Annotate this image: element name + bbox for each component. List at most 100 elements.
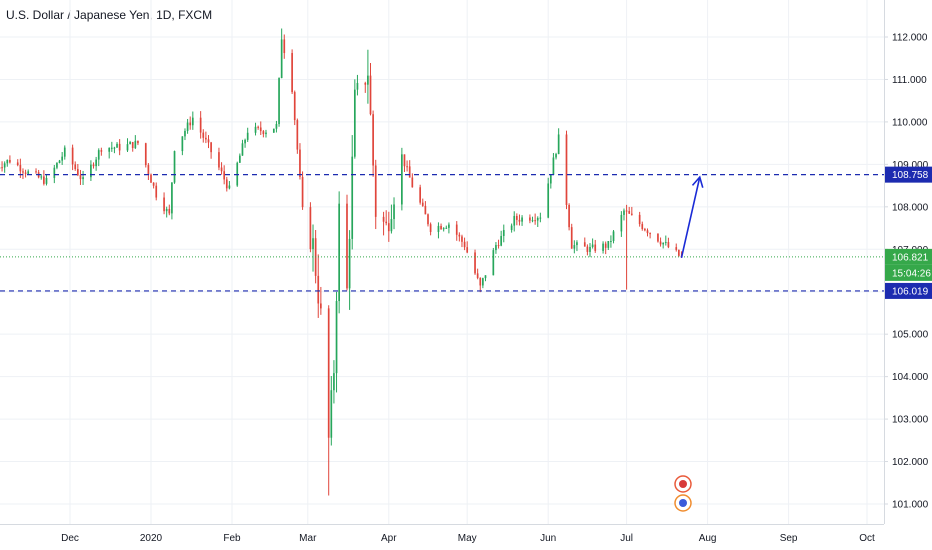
candle bbox=[63, 145, 66, 160]
candle-body bbox=[662, 242, 665, 245]
candle bbox=[476, 268, 479, 280]
candle bbox=[367, 49, 369, 104]
candle bbox=[620, 211, 623, 237]
y-tick-label: 111.000 bbox=[892, 75, 927, 86]
candle-body bbox=[515, 215, 518, 220]
candle bbox=[100, 147, 103, 156]
candle-body bbox=[356, 82, 359, 90]
candle-body bbox=[583, 242, 586, 247]
candle bbox=[518, 214, 521, 226]
candle bbox=[199, 111, 202, 139]
candle-body bbox=[35, 171, 37, 173]
candle bbox=[312, 224, 314, 272]
candle-body bbox=[228, 185, 231, 189]
candle-body bbox=[649, 233, 651, 235]
candle-body bbox=[92, 164, 95, 167]
countdown-tag bbox=[885, 264, 932, 281]
y-tick-label: 101.000 bbox=[892, 500, 929, 511]
candle-body bbox=[43, 176, 45, 184]
candle bbox=[482, 277, 484, 289]
candle-body bbox=[463, 241, 466, 248]
candle-body bbox=[570, 227, 573, 249]
candle bbox=[662, 242, 665, 249]
candle bbox=[429, 222, 432, 236]
candle-body bbox=[479, 277, 482, 286]
candle-body bbox=[155, 185, 158, 198]
candle bbox=[144, 142, 147, 168]
candle-body bbox=[118, 143, 121, 151]
level-price-label: 106.019 bbox=[892, 286, 929, 297]
candle bbox=[406, 160, 408, 172]
candle-body bbox=[241, 143, 244, 156]
candle bbox=[293, 90, 296, 126]
candle bbox=[393, 197, 395, 230]
candle-body bbox=[474, 252, 476, 274]
candle-body bbox=[607, 241, 610, 248]
candle-body bbox=[244, 139, 246, 144]
candle-body bbox=[419, 187, 422, 203]
candle-body bbox=[97, 150, 100, 160]
candle bbox=[338, 191, 341, 314]
candle-body bbox=[513, 215, 516, 226]
x-tick-label: Dec bbox=[61, 533, 79, 544]
candle-body bbox=[521, 217, 523, 222]
candle bbox=[534, 213, 536, 225]
candle-body bbox=[283, 39, 286, 54]
candle-body bbox=[602, 243, 604, 251]
x-tick-label: Oct bbox=[859, 533, 875, 544]
candle-body bbox=[317, 275, 320, 304]
candle-body bbox=[262, 131, 265, 135]
candle bbox=[641, 221, 644, 231]
candle bbox=[272, 128, 275, 134]
candle bbox=[27, 169, 30, 175]
candle-body bbox=[427, 214, 429, 225]
candle bbox=[97, 148, 100, 167]
candle-body bbox=[644, 229, 646, 231]
candle bbox=[71, 144, 74, 171]
candle bbox=[244, 138, 246, 148]
candle bbox=[630, 206, 633, 216]
candle bbox=[275, 120, 278, 133]
candle-body bbox=[555, 154, 557, 158]
candle bbox=[427, 213, 429, 227]
candle bbox=[173, 150, 176, 184]
candle-body bbox=[458, 234, 461, 237]
candle bbox=[116, 142, 118, 148]
chart-title: U.S. Dollar / Japanese Yen, 1D, FXCM bbox=[6, 8, 213, 22]
candle-body bbox=[223, 171, 226, 180]
candle bbox=[110, 141, 113, 152]
candle-body bbox=[678, 249, 680, 256]
candle bbox=[555, 152, 557, 160]
candle bbox=[61, 152, 64, 165]
candle-body bbox=[387, 223, 390, 232]
candle bbox=[43, 170, 45, 186]
candle bbox=[137, 140, 139, 146]
candle bbox=[168, 204, 171, 216]
candle bbox=[411, 173, 414, 188]
candle-body bbox=[74, 164, 77, 170]
candle-body bbox=[147, 165, 150, 175]
candle bbox=[531, 216, 534, 223]
candle bbox=[458, 232, 461, 242]
candle-body bbox=[173, 151, 176, 183]
candle bbox=[529, 214, 531, 224]
candle-body bbox=[369, 75, 372, 115]
candle-body bbox=[16, 162, 19, 166]
candle bbox=[385, 210, 388, 226]
candle bbox=[644, 227, 646, 232]
candle bbox=[401, 147, 403, 211]
flag-mark-icon bbox=[679, 499, 687, 507]
candle-body bbox=[372, 114, 374, 166]
candle bbox=[45, 174, 48, 186]
candle bbox=[108, 147, 111, 159]
candle bbox=[353, 79, 356, 159]
candle-body bbox=[90, 164, 92, 178]
candle bbox=[610, 235, 612, 248]
candle-body bbox=[210, 142, 212, 153]
candle-body bbox=[646, 230, 649, 234]
candle bbox=[228, 181, 231, 190]
candle bbox=[82, 170, 84, 185]
candle bbox=[589, 243, 591, 258]
candle bbox=[440, 223, 442, 230]
